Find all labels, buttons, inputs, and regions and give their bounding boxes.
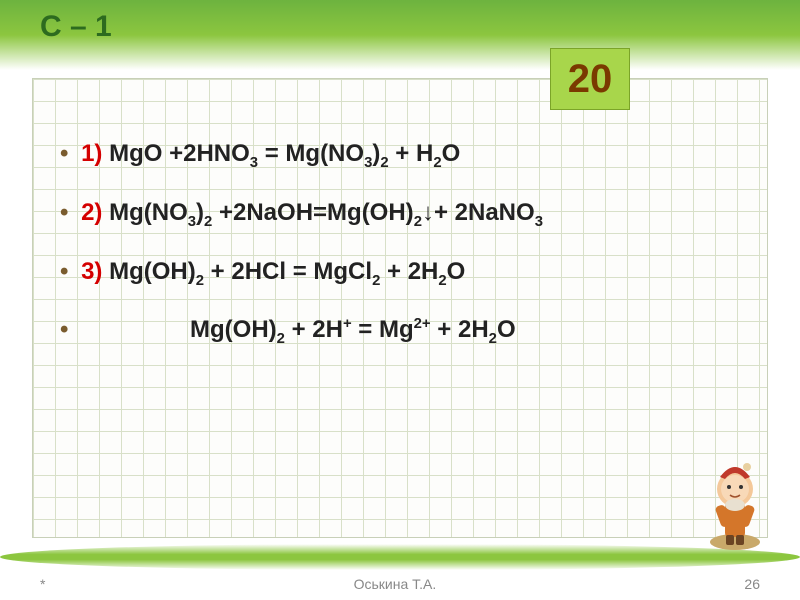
footer-left: * xyxy=(40,576,45,592)
title-bar: С – 1 xyxy=(0,0,800,54)
equations-block: • 1) MgO +2HNO3 = Mg(NO3)2 + H2O • 2) Mg… xyxy=(60,120,740,375)
equation-2: • 2) Mg(NO3)2 +2NaOH=Mg(OH)2↓+ 2NaNO3 xyxy=(60,199,740,230)
slide-title: С – 1 xyxy=(40,10,112,43)
bullet-icon: • xyxy=(60,199,68,226)
eq1-number: 1) xyxy=(81,140,102,167)
eq2-number: 2) xyxy=(81,199,102,226)
bottom-accent-gradient xyxy=(0,544,800,570)
mascot-icon xyxy=(690,447,780,562)
score-badge: 20 xyxy=(550,48,630,110)
footer-author: Оськина Т.А. xyxy=(354,576,437,592)
score-value: 20 xyxy=(568,57,613,102)
bullet-icon: • xyxy=(60,316,68,344)
footer-page: 26 xyxy=(744,576,760,592)
bullet-icon: • xyxy=(60,140,68,167)
eq1-body: MgO +2HNO3 = Mg(NO3)2 + H2O xyxy=(109,140,460,167)
bullet-icon: • xyxy=(60,258,68,285)
eq4-body: Mg(OH)2 + 2H+ = Mg2+ + 2H2O xyxy=(190,316,516,343)
equation-4: • Mg(OH)2 + 2H+ = Mg2+ + 2H2O xyxy=(60,316,740,347)
eq3-body: Mg(OH)2 + 2HCl = MgCl2 + 2H2O xyxy=(109,258,465,285)
equation-3: • 3) Mg(OH)2 + 2HCl = MgCl2 + 2H2O xyxy=(60,258,740,289)
eq2-body: Mg(NO3)2 +2NaOH=Mg(OH)2↓+ 2NaNO3 xyxy=(109,199,543,226)
equation-1: • 1) MgO +2HNO3 = Mg(NO3)2 + H2O xyxy=(60,140,740,171)
footer: * Оськина Т.А. 26 xyxy=(0,576,800,592)
eq3-number: 3) xyxy=(81,258,102,285)
